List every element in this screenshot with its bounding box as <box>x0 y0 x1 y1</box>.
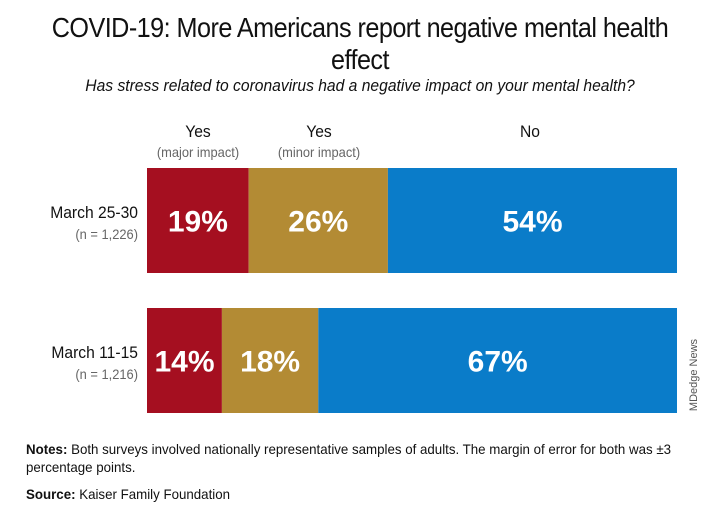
bar-segment <box>221 308 319 413</box>
notes-label: Notes: <box>26 441 68 457</box>
column-header-minor-label: Yes <box>306 122 332 141</box>
source: Source: Kaiser Family Foundation <box>26 486 230 502</box>
row-sample-size: (n = 1,216) <box>75 366 138 382</box>
row-label-march-25-30: March 25-30 (n = 1,226) <box>11 203 138 242</box>
bar-segment <box>147 308 222 413</box>
row-sample-size: (n = 1,226) <box>75 226 138 242</box>
bar-segment <box>318 308 677 413</box>
column-header-no: No <box>493 122 567 142</box>
row-date: March 25-30 <box>50 203 138 222</box>
column-header-major-sublabel: (major impact) <box>156 144 240 160</box>
notes: Notes: Both surveys involved nationally … <box>26 440 672 476</box>
row-label-march-11-15: March 11-15 (n = 1,216) <box>11 343 138 382</box>
column-header-minor: Yes (minor impact) <box>268 122 369 160</box>
bar-segment <box>248 168 388 273</box>
bar-value-label: 14% <box>154 346 214 379</box>
bar-segment <box>387 168 677 273</box>
bar-value-label: 19% <box>168 206 228 239</box>
source-label: Source: <box>26 486 76 502</box>
bar-value-label: 26% <box>288 206 348 239</box>
column-header-major-label: Yes <box>185 122 211 141</box>
row-date: March 11-15 <box>51 343 138 362</box>
column-header-major: Yes (major impact) <box>154 122 242 160</box>
chart-title: COVID-19: More Americans report negative… <box>51 12 669 75</box>
column-header-minor-sublabel: (minor impact) <box>277 144 361 160</box>
source-text: Kaiser Family Foundation <box>75 486 231 502</box>
chart-subtitle: Has stress related to coronavirus had a … <box>85 76 635 95</box>
bar-segment <box>147 168 249 273</box>
bar-value-label: 67% <box>468 346 528 379</box>
bar-value-label: 54% <box>502 206 562 239</box>
notes-text: Both surveys involved nationally represe… <box>26 441 672 475</box>
bar-value-label: 18% <box>240 346 300 379</box>
column-header-no-label: No <box>519 122 540 141</box>
watermark: MDedge News <box>688 338 700 412</box>
